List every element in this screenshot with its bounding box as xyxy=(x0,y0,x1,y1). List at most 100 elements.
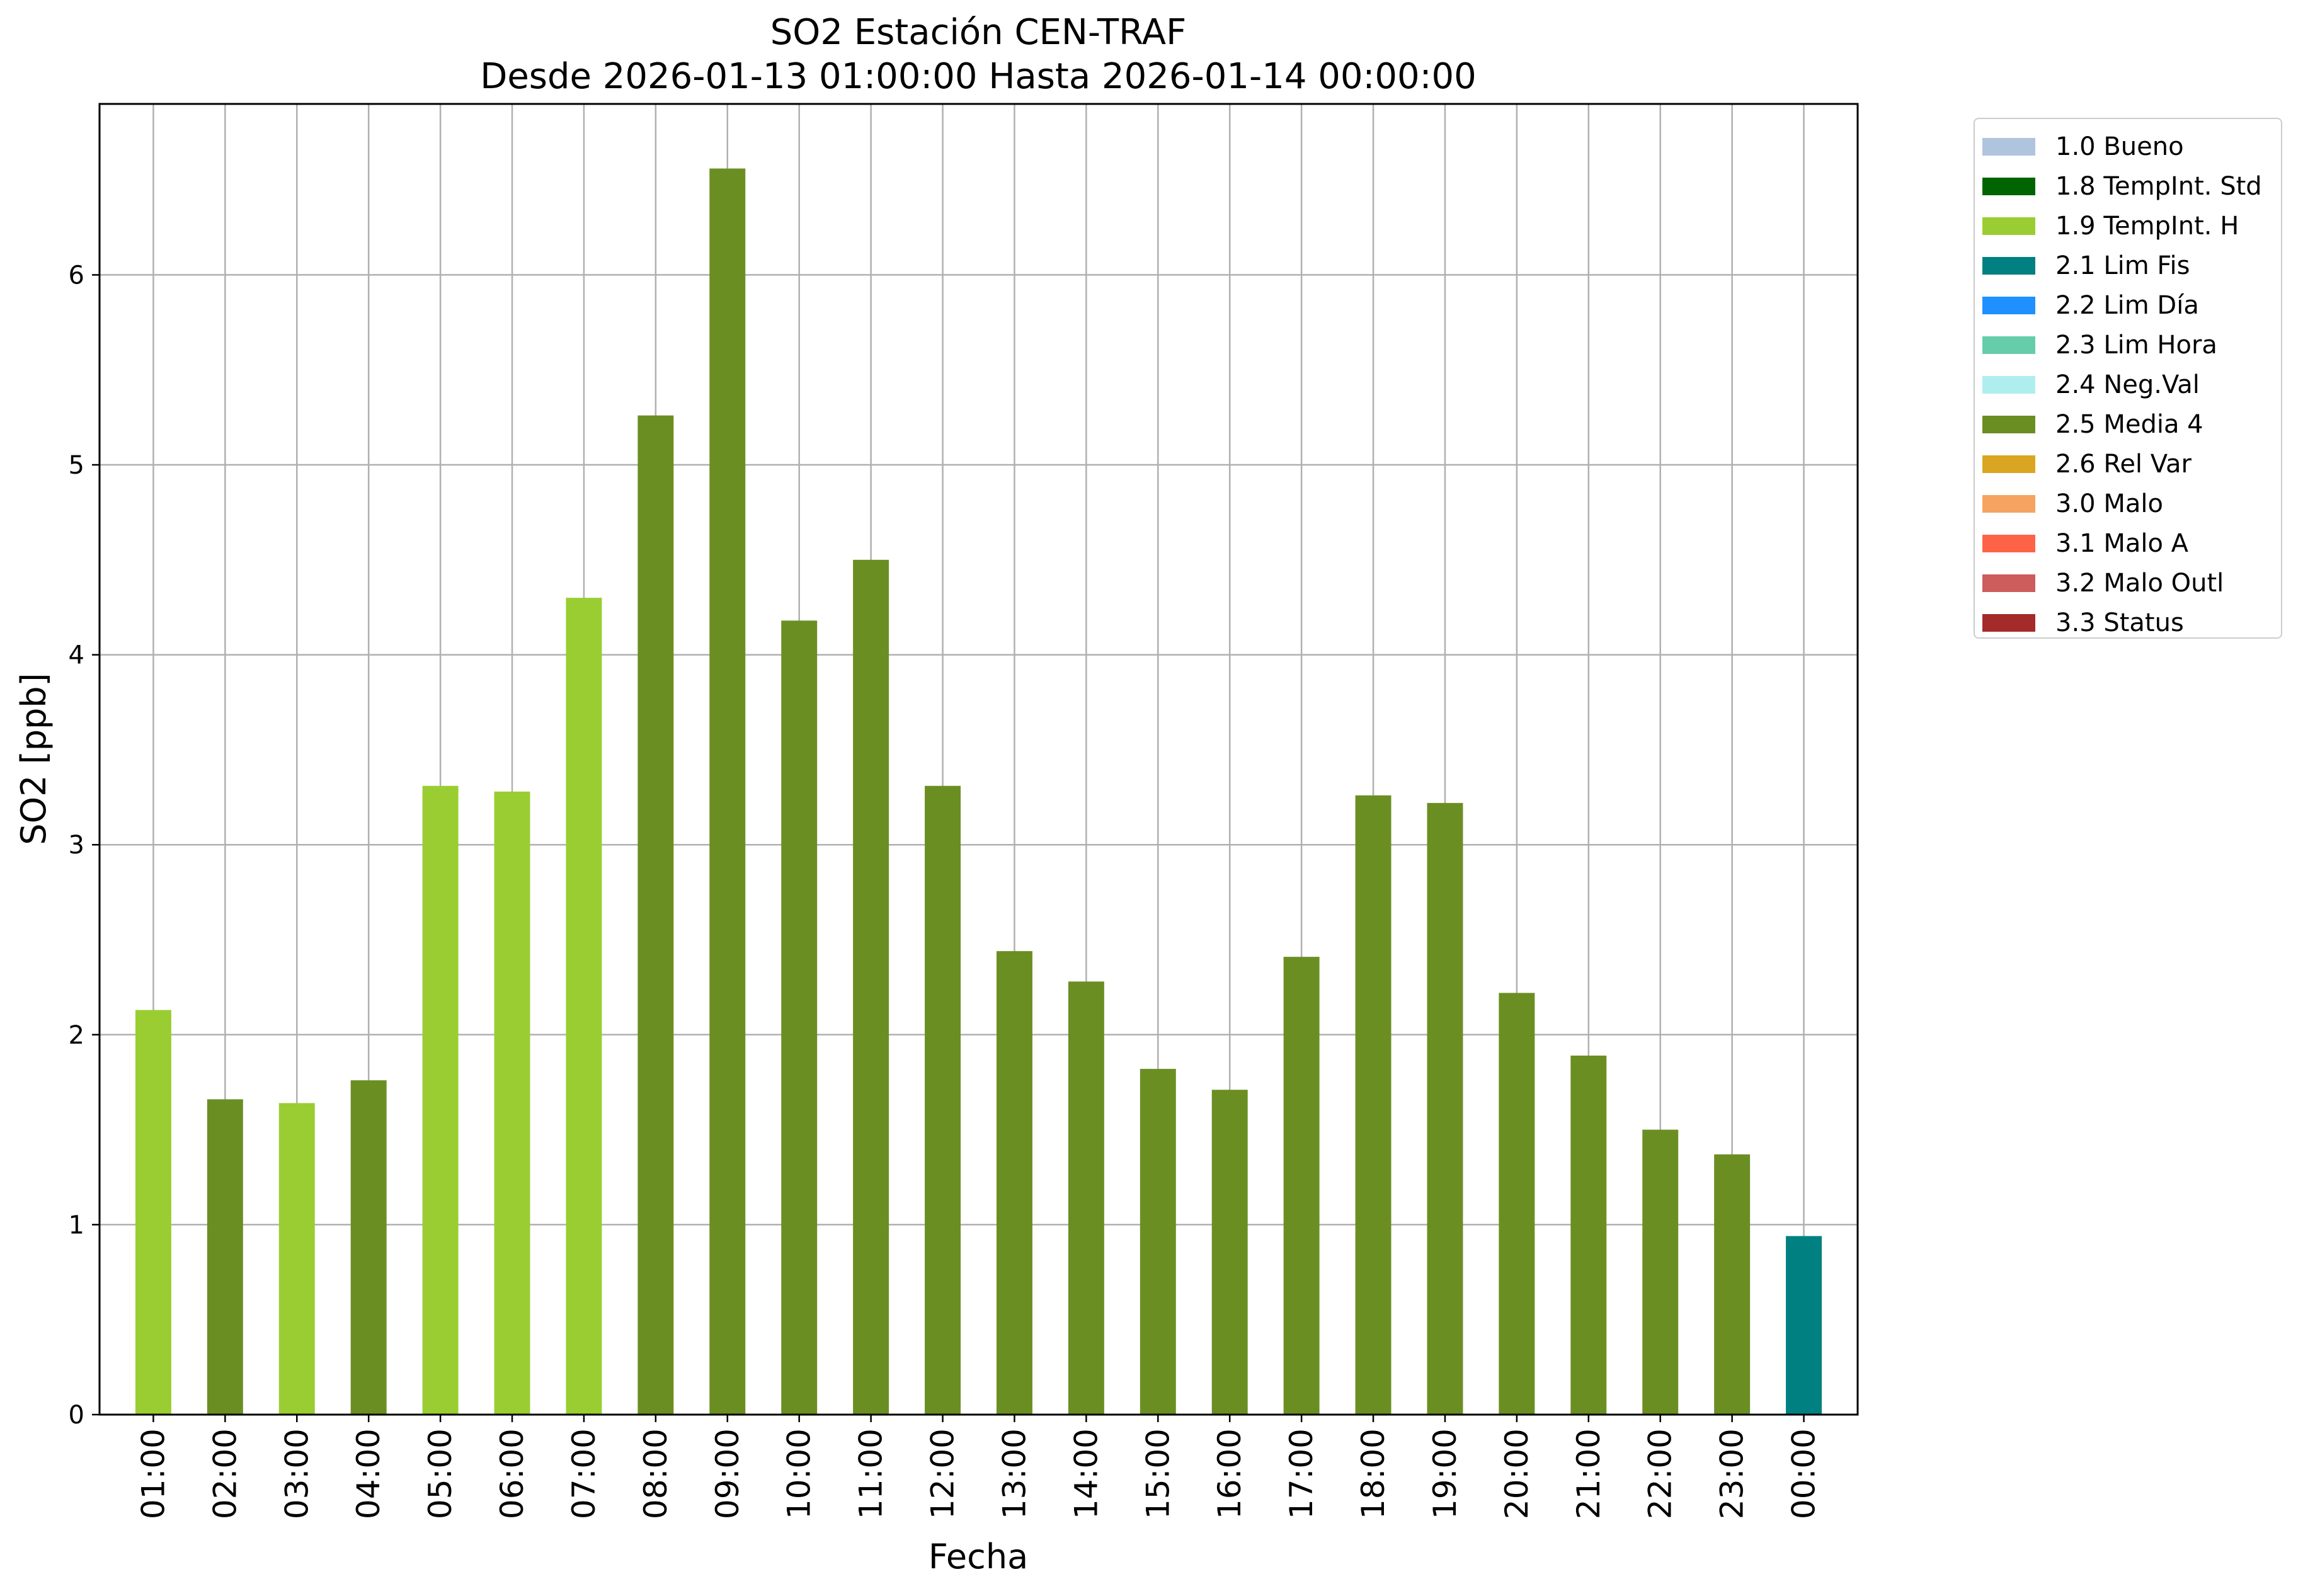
legend-item: 3.3 Status xyxy=(1982,604,2184,642)
bar xyxy=(1714,1154,1751,1415)
legend-swatch xyxy=(1982,495,2035,513)
y-tick-label: 5 xyxy=(69,451,84,480)
x-tick-label: 01:00 xyxy=(135,1428,171,1519)
y-tick-label: 1 xyxy=(69,1211,84,1240)
x-tick-label: 03:00 xyxy=(278,1428,315,1519)
legend-label: 3.0 Malo xyxy=(2055,489,2163,518)
bar xyxy=(996,951,1032,1415)
legend-item: 2.1 Lim Fis xyxy=(1982,247,2190,285)
legend-item: 2.6 Rel Var xyxy=(1982,445,2192,483)
x-axis-label: Fecha xyxy=(929,1537,1028,1576)
x-tick-label: 04:00 xyxy=(350,1428,387,1519)
legend-item: 1.8 TempInt. Std xyxy=(1982,168,2262,205)
legend-swatch xyxy=(1982,336,2035,354)
x-tick-label: 12:00 xyxy=(925,1428,961,1519)
x-tick-label: 18:00 xyxy=(1355,1428,1392,1519)
x-tick-label: 10:00 xyxy=(781,1428,818,1519)
bar xyxy=(278,1103,315,1415)
legend-label: 1.8 TempInt. Std xyxy=(2055,172,2262,201)
bar xyxy=(422,785,459,1415)
legend-label: 2.6 Rel Var xyxy=(2055,450,2192,479)
bar xyxy=(709,168,746,1415)
legend-item: 2.3 Lim Hora xyxy=(1982,326,2217,364)
x-tick-label: 20:00 xyxy=(1499,1428,1535,1519)
legend-label: 1.9 TempInt. H xyxy=(2055,212,2239,241)
x-tick-label: 21:00 xyxy=(1570,1428,1607,1519)
bar xyxy=(1570,1055,1607,1415)
legend-swatch xyxy=(1982,257,2035,275)
legend-swatch xyxy=(1982,455,2035,473)
legend-item: 1.9 TempInt. H xyxy=(1982,207,2239,245)
legend-swatch xyxy=(1982,217,2035,235)
legend-label: 2.3 Lim Hora xyxy=(2055,331,2217,360)
bar xyxy=(637,415,674,1415)
legend-label: 3.2 Malo Outl xyxy=(2055,569,2224,598)
legend-swatch xyxy=(1982,416,2035,433)
bar xyxy=(853,559,889,1415)
legend-item: 2.5 Media 4 xyxy=(1982,406,2203,443)
y-tick-label: 3 xyxy=(69,831,84,860)
bar xyxy=(1355,795,1392,1415)
x-tick-label: 06:00 xyxy=(494,1428,530,1519)
x-tick-label: 16:00 xyxy=(1211,1428,1248,1519)
x-tick-label: 14:00 xyxy=(1068,1428,1104,1519)
x-tick-label: 13:00 xyxy=(996,1428,1032,1519)
bar xyxy=(566,598,602,1415)
x-tick-label: 02:00 xyxy=(207,1428,243,1519)
legend-label: 2.2 Lim Día xyxy=(2055,291,2199,320)
legend-item: 2.4 Neg.Val xyxy=(1982,366,2200,404)
chart-subtitle: Desde 2026-01-13 01:00:00 Hasta 2026-01-… xyxy=(480,56,1477,97)
legend-label: 2.5 Media 4 xyxy=(2055,410,2203,439)
legend-item: 1.0 Bueno xyxy=(1982,128,2184,166)
x-tick-label: 11:00 xyxy=(853,1428,889,1519)
bar xyxy=(781,620,818,1415)
x-tick-label: 19:00 xyxy=(1427,1428,1463,1519)
bar xyxy=(494,791,530,1415)
legend-item: 2.2 Lim Día xyxy=(1982,287,2199,324)
bar xyxy=(350,1080,387,1415)
x-tick-label: 08:00 xyxy=(637,1428,674,1519)
x-tick-label: 09:00 xyxy=(709,1428,746,1519)
x-tick-label: 17:00 xyxy=(1283,1428,1320,1519)
bar xyxy=(1140,1069,1176,1415)
legend-swatch xyxy=(1982,574,2035,592)
bar xyxy=(1283,957,1320,1415)
legend-label: 3.1 Malo A xyxy=(2055,529,2189,558)
bar xyxy=(1068,981,1104,1415)
legend-label: 1.0 Bueno xyxy=(2055,132,2184,161)
bar xyxy=(135,1010,171,1415)
legend: 1.0 Bueno 1.8 TempInt. Std 1.9 TempInt. H 2… xyxy=(1974,118,2282,639)
chart-title: SO2 Estación CEN-TRAF xyxy=(770,12,1187,53)
y-axis-label: SO2 [ppb] xyxy=(14,673,54,845)
legend-swatch xyxy=(1982,297,2035,314)
x-tick-label: 05:00 xyxy=(422,1428,459,1519)
legend-item: 3.2 Malo Outl xyxy=(1982,564,2224,602)
y-tick-label: 2 xyxy=(69,1021,84,1050)
x-tick-label: 23:00 xyxy=(1714,1428,1751,1519)
y-tick-label: 6 xyxy=(69,261,84,290)
bar xyxy=(1786,1236,1822,1415)
legend-label: 3.3 Status xyxy=(2055,608,2184,637)
bar xyxy=(925,785,961,1415)
x-tick-label: 07:00 xyxy=(566,1428,602,1519)
bar xyxy=(207,1099,243,1415)
legend-label: 2.4 Neg.Val xyxy=(2055,370,2200,399)
bar xyxy=(1427,802,1463,1415)
legend-item: 3.0 Malo xyxy=(1982,485,2163,523)
legend-swatch xyxy=(1982,535,2035,552)
legend-item: 3.1 Malo A xyxy=(1982,525,2188,562)
legend-label: 2.1 Lim Fis xyxy=(2055,251,2190,280)
bars xyxy=(135,168,1822,1415)
bar xyxy=(1499,993,1535,1415)
bar xyxy=(1642,1129,1679,1415)
x-axis: 01:00 02:00 03:00 04:00 05:00 06:00 07:00 08:00… xyxy=(135,1415,1822,1519)
y-tick-label: 0 xyxy=(69,1401,84,1430)
bar xyxy=(1211,1090,1248,1415)
x-tick-label: 22:00 xyxy=(1642,1428,1679,1519)
x-tick-label: 15:00 xyxy=(1140,1428,1176,1519)
legend-swatch xyxy=(1982,614,2035,632)
legend-swatch xyxy=(1982,178,2035,195)
legend-swatch xyxy=(1982,376,2035,394)
legend-swatch xyxy=(1982,138,2035,156)
